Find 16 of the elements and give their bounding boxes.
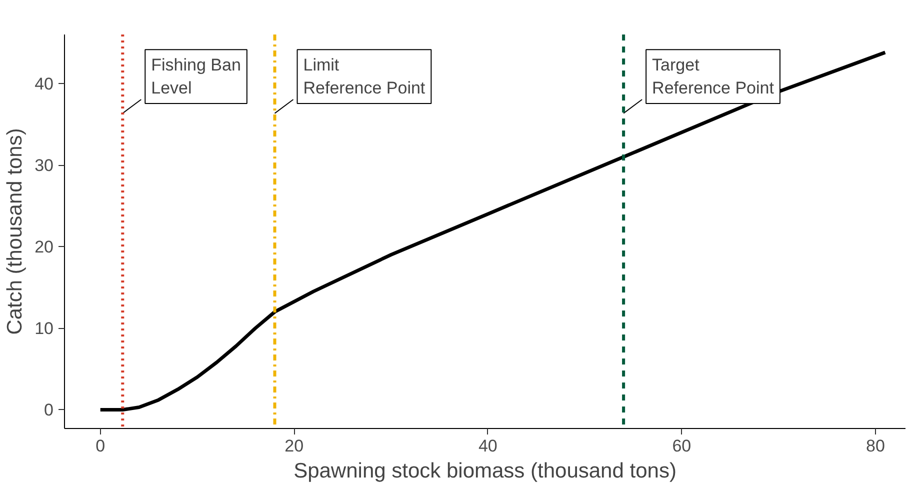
x-tick-label: 60 (672, 436, 692, 456)
x-tick-label: 40 (478, 436, 498, 456)
y-tick-label: 40 (34, 74, 54, 94)
x-tick-label: 0 (96, 436, 106, 456)
x-tick-label: 20 (284, 436, 304, 456)
y-tick-label: 10 (34, 319, 54, 338)
y-tick-label: 0 (44, 400, 54, 420)
ref-line-label: Target Reference Point (652, 56, 774, 98)
y-axis-title: Catch (thousand tons) (4, 128, 27, 335)
x-axis-title: Spawning stock biomass (thousand tons) (294, 460, 676, 482)
ref-line-label: Fishing Ban Level (151, 56, 241, 98)
y-tick-label: 20 (34, 238, 54, 257)
ref-line-label: Limit Reference Point (303, 56, 426, 98)
x-tick-label: 80 (866, 436, 885, 456)
y-tick-label: 30 (34, 156, 54, 176)
line-series (98, 50, 887, 412)
